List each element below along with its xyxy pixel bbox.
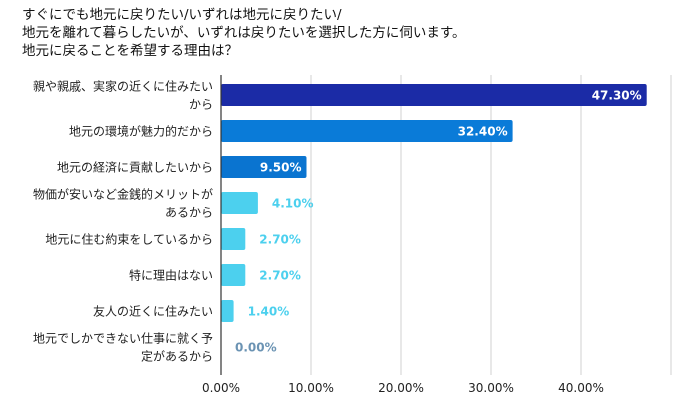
x-tick-label: 20.00%	[378, 381, 424, 395]
chart-title-line: 地元に戻ることを希望する理由は？	[22, 43, 238, 59]
data-label: 9.50%	[260, 161, 302, 175]
category-label: 地元でしかできない仕事に就く予	[33, 332, 213, 346]
bar	[221, 300, 234, 322]
bar	[221, 228, 246, 250]
category-label: 地元の環境が魅力的だから	[69, 124, 213, 139]
category-label: 特に理由はない	[129, 268, 213, 283]
data-label: 4.10%	[272, 197, 314, 211]
bar	[221, 264, 246, 286]
x-tick-label: 0.00%	[202, 381, 240, 395]
bar	[221, 156, 307, 178]
x-tick-label: 40.00%	[558, 381, 604, 395]
category-label: 友人の近くに住みたい	[93, 305, 213, 319]
data-label: 32.40%	[458, 125, 508, 139]
chart-title-line: すぐにでも地元に戻りたい/いずれは地元に戻りたい/	[22, 7, 342, 23]
x-tick-label: 10.00%	[288, 381, 334, 395]
bar	[221, 192, 258, 214]
data-label: 1.40%	[248, 305, 290, 319]
category-label: 親や親戚、実家の近くに住みたい	[33, 79, 213, 94]
category-label: から	[189, 98, 213, 112]
chart-title-line: 地元を離れて暮らしたいが、いずれは戻りたいを選択した方に伺います。	[22, 25, 466, 41]
data-label: 2.70%	[259, 233, 301, 247]
data-label: 0.00%	[235, 341, 277, 355]
data-label: 2.70%	[259, 269, 301, 283]
x-tick-label: 30.00%	[468, 381, 514, 395]
chart-title: すぐにでも地元に戻りたい/いずれは地元に戻りたい/ 地元を離れて暮らしたいが、い…	[22, 6, 465, 60]
bar	[221, 84, 647, 106]
category-label: 地元に住む約束をしているから	[45, 232, 213, 247]
bar	[221, 120, 513, 142]
category-label: 物価が安いなど金銭的メリットが	[33, 187, 213, 202]
category-label: 定があるから	[141, 349, 213, 364]
category-label: あるから	[165, 206, 213, 220]
data-label: 47.30%	[592, 89, 642, 103]
category-label: 地元の経済に貢献したいから	[57, 160, 213, 175]
